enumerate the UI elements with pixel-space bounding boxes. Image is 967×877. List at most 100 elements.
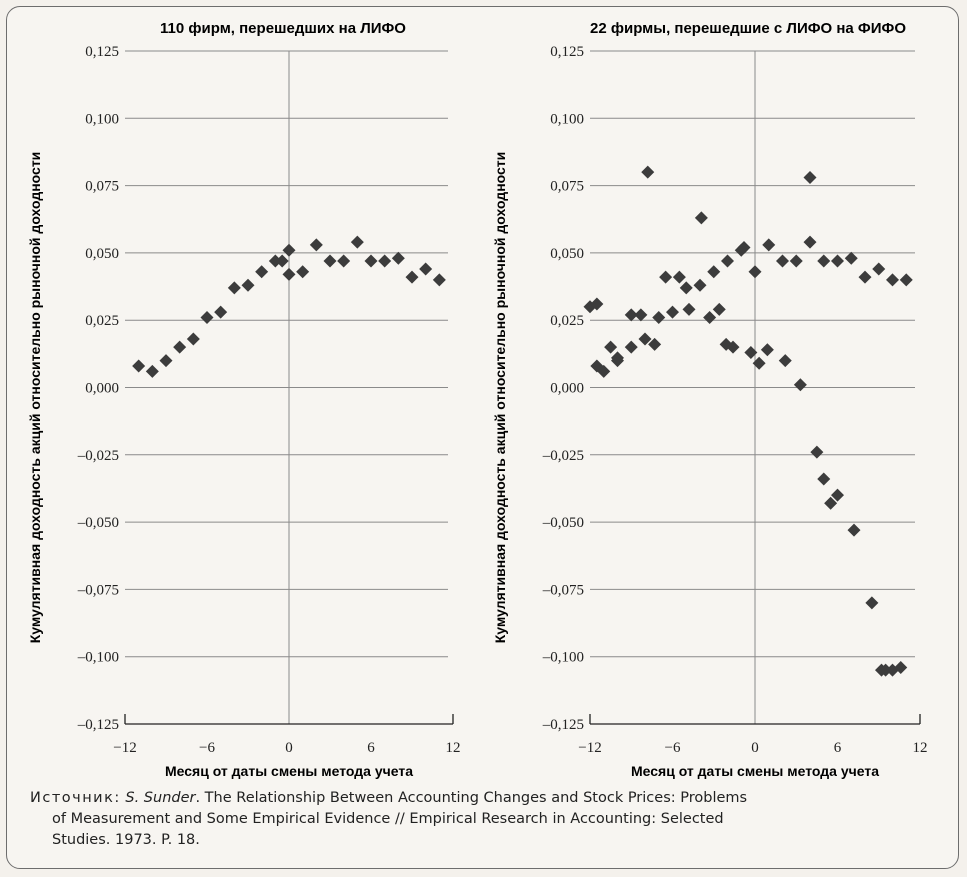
data-point-2-0-23 [899,273,913,287]
data-point-2-0-16 [803,235,817,249]
source-author: S. Sunder [125,790,196,806]
data-point-2-1-27 [847,523,861,537]
data-point-2-1-23 [810,445,824,459]
data-point-1-7 [227,281,241,295]
data-point-2-0-15 [789,254,803,268]
y-tick-label-2-10: –0,125 [542,717,584,733]
y-tick-label-2-5: 0,000 [550,381,584,397]
data-point-1-12 [296,265,310,279]
source-label: Источник: [30,790,121,806]
data-point-2-0-14 [776,254,789,268]
source-text-line3: Studies. 1973. P. 18. [52,832,200,848]
data-point-2-1-15 [726,340,740,354]
source-text-line1: . The Relationship Between Accounting Ch… [195,790,748,806]
data-point-2-0-3 [624,340,638,354]
x-tick-label-2-2: 0 [751,740,759,756]
data-point-2-0-20 [858,270,872,284]
x-axis-label-2: Месяц от даты смены метода учета [631,763,879,779]
y-tick-label-1-5: 0,000 [85,381,119,397]
data-point-1-5 [200,311,214,325]
data-point-2-1-13 [712,302,726,316]
data-point-1-20 [405,270,419,284]
y-tick-label-1-0: 0,125 [85,44,119,60]
data-point-1-17 [364,254,378,268]
data-point-1-6 [214,305,228,319]
source-note: Источник: S. Sunder. The Relationship Be… [30,788,945,851]
y-tick-label-1-6: –0,025 [77,448,119,464]
data-point-2-0-22 [886,273,899,287]
data-point-2-1-17 [744,346,758,360]
data-point-1-13 [309,238,323,252]
data-point-1-22 [432,273,446,287]
y-axis-label-1: Кумулятивная доходность акций относитель… [27,152,43,644]
figure-frame [6,6,959,869]
data-point-2-1-9 [672,270,686,284]
panel-title-1: 110 фирм, перешедших на ЛИФО [160,20,406,37]
data-point-2-0-4 [638,332,652,346]
data-point-2-1-19 [760,343,774,357]
data-point-2-1-7 [648,337,662,351]
source-text-line2: of Measurement and Some Empirical Eviden… [52,811,724,827]
x-axis-label-1: Месяц от даты смены метода учета [165,763,413,779]
data-point-1-0 [132,359,146,373]
data-point-1-8 [241,278,255,292]
data-point-2-0-10 [721,254,734,268]
data-point-2-0-12 [748,265,762,279]
y-tick-label-1-7: –0,050 [77,515,119,531]
y-axis-label-2: Кумулятивная доходность акций относитель… [492,152,508,644]
data-point-2-0-17 [817,254,831,268]
y-tick-label-2-4: 0,025 [550,313,584,329]
data-point-1-18 [378,254,392,268]
y-tick-label-1-4: 0,025 [85,313,119,329]
data-point-2-0-6 [666,305,679,319]
x-tick-label-1-0: −12 [113,740,136,756]
data-point-1-15 [337,254,351,268]
data-point-2-1-12 [703,311,717,325]
data-point-2-1-16 [737,241,751,255]
x-tick-label-2-3: 6 [834,740,842,756]
y-tick-label-2-7: –0,050 [542,515,584,531]
x-tick-label-2-4: 12 [913,740,928,756]
data-point-2-1-25 [824,496,838,510]
data-point-1-4 [186,332,200,346]
data-point-2-0-9 [707,265,721,279]
data-point-2-0-7 [679,281,693,295]
y-tick-label-1-10: –0,125 [77,717,119,733]
data-point-1-3 [173,340,187,354]
y-tick-label-1-8: –0,075 [77,582,119,598]
data-point-1-1 [145,364,159,378]
data-point-1-11 [282,243,296,257]
data-point-extra-1-0 [275,254,289,268]
x-tick-label-2-1: −6 [665,740,681,756]
data-point-2-1-18 [752,356,766,370]
y-tick-label-2-9: –0,100 [542,650,584,666]
y-tick-label-2-1: 0,100 [550,111,584,127]
y-tick-label-2-3: 0,050 [550,246,584,262]
data-point-2-0-21 [872,262,886,276]
panel-title-2: 22 фирмы, перешедшие с ЛИФО на ФИФО [590,20,906,37]
data-point-2-1-26 [831,488,844,502]
y-tick-label-2-2: 0,075 [550,179,584,195]
x-tick-label-1-3: 6 [367,740,375,756]
x-tick-label-2-0: −12 [578,740,601,756]
data-point-1-9 [255,265,269,279]
data-point-2-1-32 [894,660,908,674]
data-point-1-21 [419,262,433,276]
data-point-2-1-1 [590,297,604,311]
data-point-2-1-3 [611,351,624,365]
data-point-2-1-5 [634,308,648,322]
y-tick-label-2-0: 0,125 [550,44,584,60]
data-point-1-16 [350,235,364,249]
data-point-1-10 [268,254,282,268]
data-point-2-1-4 [624,308,638,322]
data-point-2-1-28 [865,596,879,610]
data-point-2-1-8 [659,270,673,284]
y-tick-label-1-2: 0,075 [85,179,119,195]
y-tick-label-1-9: –0,100 [77,650,119,666]
data-point-2-1-22 [803,171,817,185]
y-tick-label-2-6: –0,025 [542,448,584,464]
x-tick-label-1-4: 12 [446,740,461,756]
data-point-2-1-24 [817,472,831,486]
data-point-2-1-10 [682,302,696,316]
data-point-2-1-2 [604,340,618,354]
